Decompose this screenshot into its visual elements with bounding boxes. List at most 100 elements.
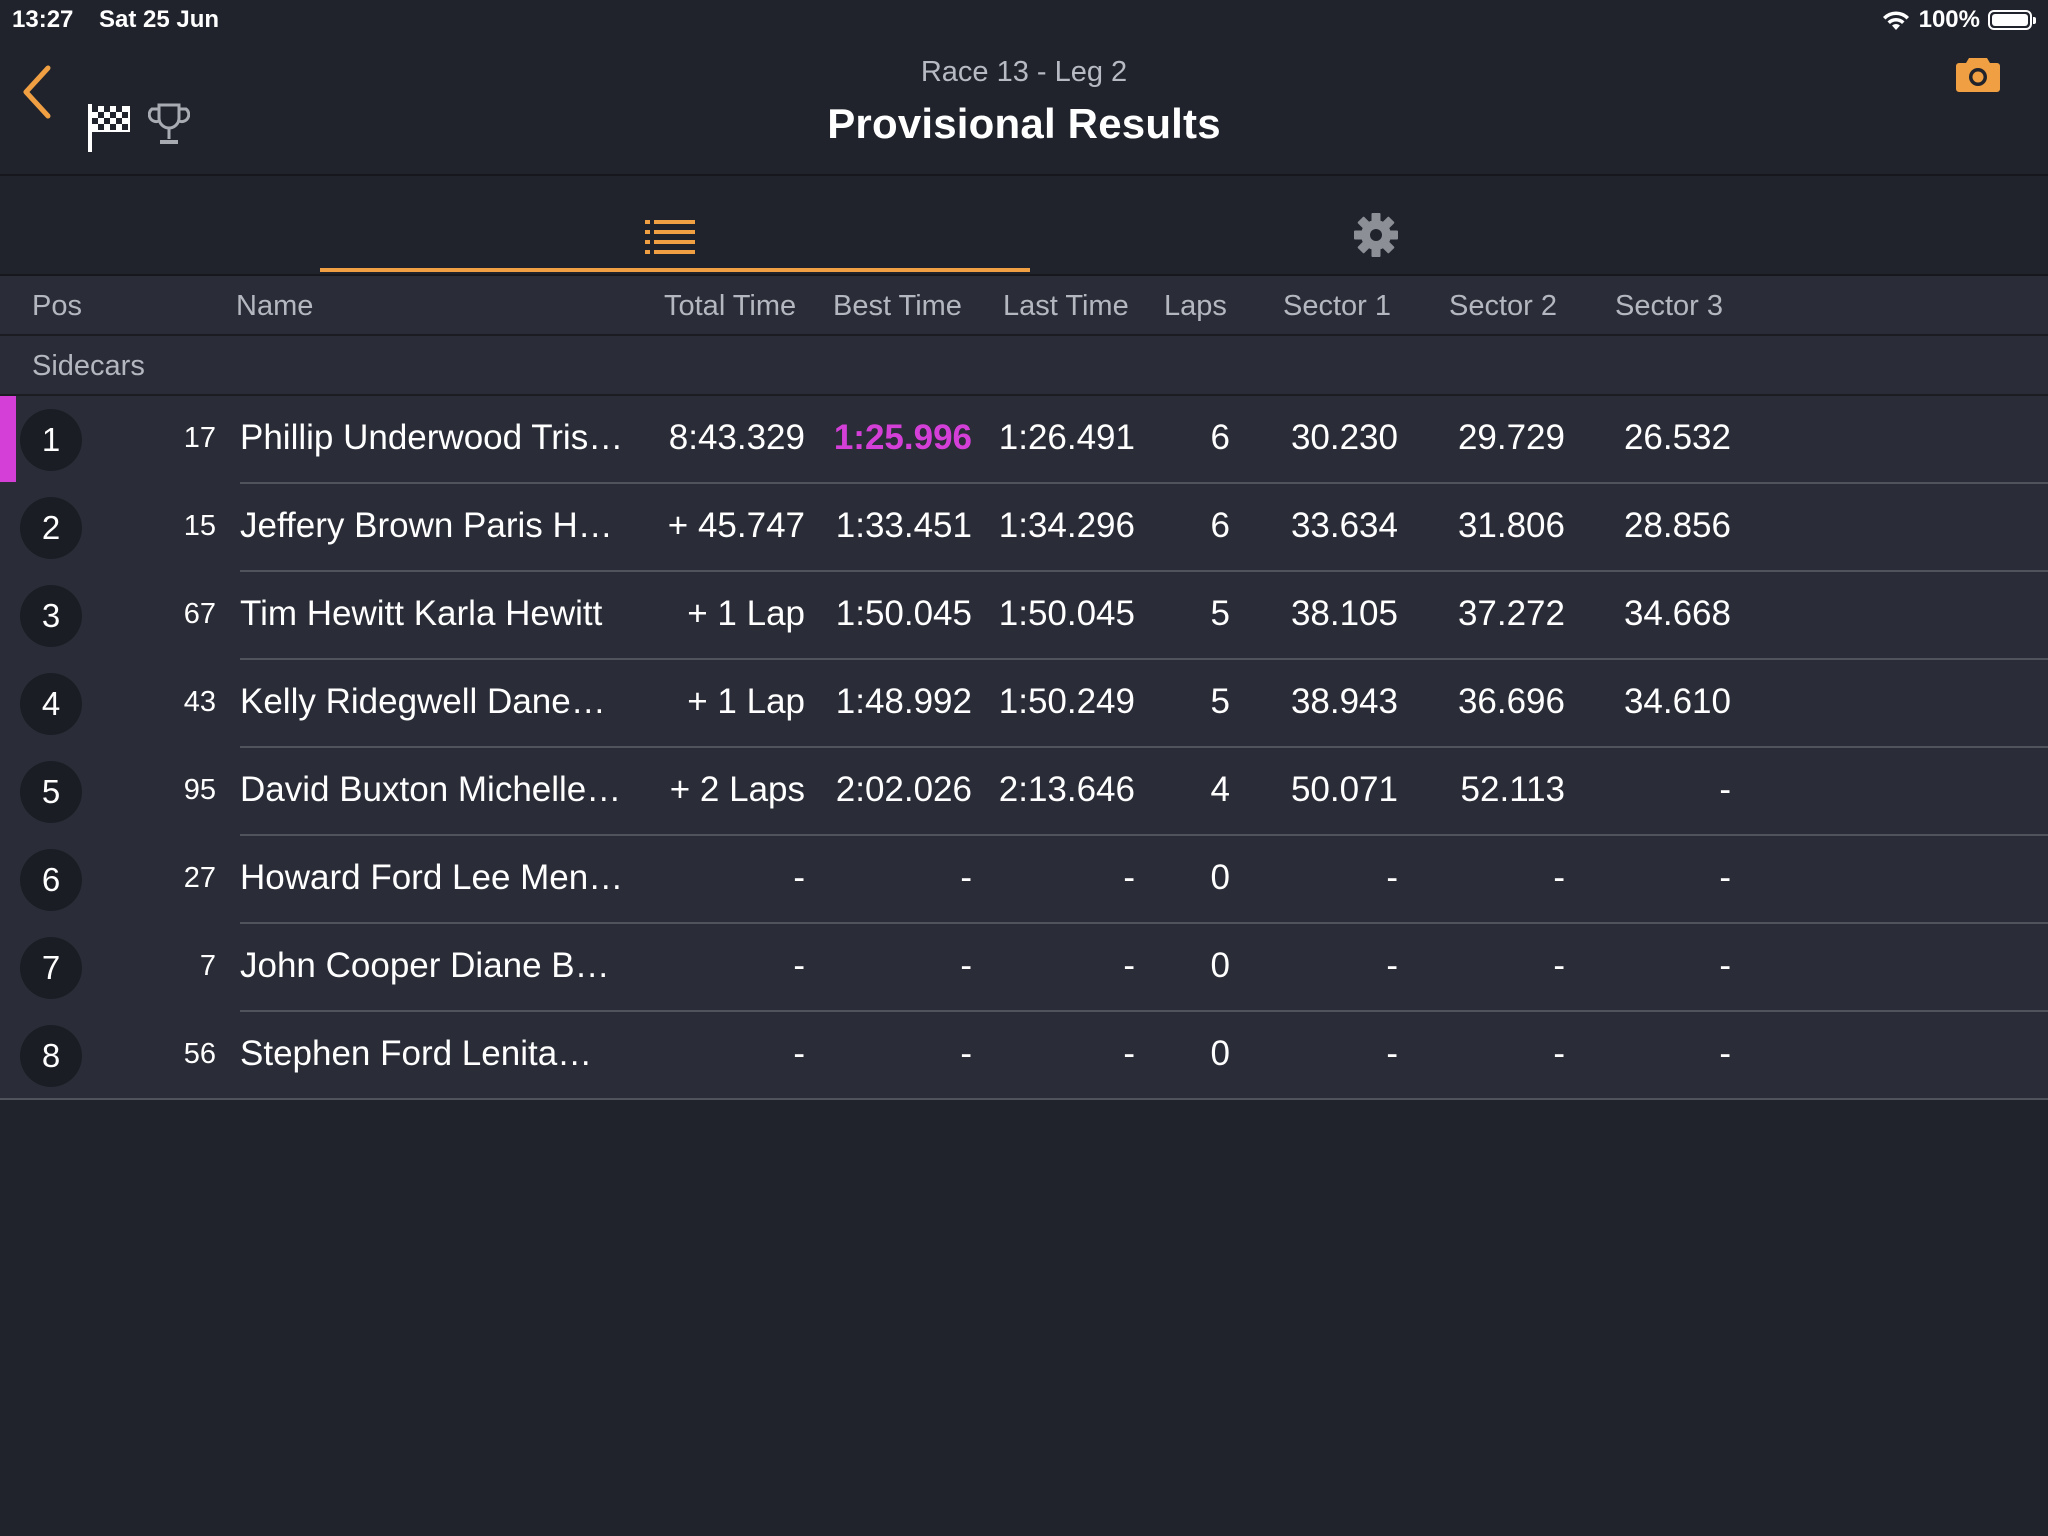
- competitor-name: Phillip Underwood Tris…: [240, 418, 624, 457]
- result-row[interactable]: 3 67 Tim Hewitt Karla Hewitt + 1 Lap 1:5…: [0, 572, 2048, 660]
- position-badge: 6: [20, 849, 82, 911]
- column-laps[interactable]: Laps: [1164, 290, 1227, 322]
- competitor-name: Jeffery Brown Paris H…: [240, 506, 613, 545]
- tab-settings[interactable]: [1023, 176, 1733, 274]
- sector-1: 38.105: [1290, 594, 1398, 633]
- column-last-time[interactable]: Last Time: [1003, 290, 1129, 322]
- competitor-name: Howard Ford Lee Men…: [240, 858, 624, 897]
- result-row[interactable]: 6 27 Howard Ford Lee Men… - - - 0 - - -: [0, 836, 2048, 924]
- checkered-flag-icon[interactable]: [86, 102, 132, 154]
- result-row[interactable]: 8 56 Stephen Ford Lenita… - - - 0 - - -: [0, 1012, 2048, 1100]
- competitor-number: 95: [183, 774, 216, 806]
- last-time: -: [1123, 946, 1135, 985]
- sector-1: -: [1386, 1034, 1398, 1073]
- sector-2: 52.113: [1460, 770, 1565, 809]
- row-divider: [240, 1010, 2048, 1012]
- total-time: 8:43.329: [668, 418, 805, 457]
- competitor-number: 27: [183, 862, 216, 894]
- result-row[interactable]: 1 17 Phillip Underwood Tris… 8:43.329 1:…: [0, 396, 2048, 484]
- result-row[interactable]: 2 15 Jeffery Brown Paris H… + 45.747 1:3…: [0, 484, 2048, 572]
- laps: 4: [1210, 770, 1230, 809]
- sector-3: 34.668: [1623, 594, 1731, 633]
- sector-3: -: [1719, 1034, 1731, 1073]
- gear-icon: [1354, 213, 1398, 257]
- result-row[interactable]: 4 43 Kelly Ridegwell Dane… + 1 Lap 1:48.…: [0, 660, 2048, 748]
- laps: 5: [1210, 594, 1230, 633]
- position-badge: 4: [20, 673, 82, 735]
- last-time: 1:26.491: [998, 418, 1135, 457]
- tab-bar: [0, 176, 2048, 276]
- last-time: 1:50.249: [998, 682, 1135, 721]
- sector-2: -: [1553, 858, 1565, 897]
- back-button[interactable]: [20, 62, 56, 122]
- sector-3: -: [1719, 946, 1731, 985]
- laps: 5: [1210, 682, 1230, 721]
- total-time: -: [793, 946, 805, 985]
- result-row[interactable]: 5 95 David Buxton Michelle… + 2 Laps 2:0…: [0, 748, 2048, 836]
- position-badge: 8: [20, 1025, 82, 1087]
- sector-2: -: [1553, 1034, 1565, 1073]
- competitor-number: 56: [183, 1038, 216, 1070]
- battery-percentage: 100%: [1918, 6, 1980, 33]
- laps: 6: [1210, 506, 1230, 545]
- class-group-header: Sidecars: [0, 336, 2048, 396]
- position-badge: 1: [20, 409, 82, 471]
- last-time: 2:13.646: [998, 770, 1135, 809]
- best-time: 1:48.992: [835, 682, 972, 721]
- list-icon: [645, 220, 695, 254]
- battery-icon: [1988, 10, 2036, 30]
- competitor-name: John Cooper Diane B…: [240, 946, 610, 985]
- competitor-number: 43: [183, 686, 216, 718]
- laps: 6: [1210, 418, 1230, 457]
- result-row[interactable]: 7 7 John Cooper Diane B… - - - 0 - - -: [0, 924, 2048, 1012]
- total-time: -: [793, 858, 805, 897]
- competitor-name: Tim Hewitt Karla Hewitt: [240, 594, 603, 633]
- status-date: Sat 25 Jun: [99, 6, 220, 33]
- laps: 0: [1210, 946, 1230, 985]
- tab-results-list[interactable]: [320, 176, 1030, 274]
- column-header-row: Pos Name Total Time Best Time Last Time …: [0, 276, 2048, 336]
- column-sector-3[interactable]: Sector 3: [1615, 290, 1723, 322]
- sector-1: 33.634: [1290, 506, 1398, 545]
- page-title: Provisional Results: [827, 100, 1221, 147]
- row-divider: [240, 746, 2048, 748]
- position-badge: 2: [20, 497, 82, 559]
- column-best-time[interactable]: Best Time: [833, 290, 962, 322]
- total-time: + 45.747: [667, 506, 805, 545]
- status-time: 13:27: [12, 6, 74, 33]
- competitor-number: 67: [183, 598, 216, 630]
- sector-3: -: [1719, 858, 1731, 897]
- column-sector-1[interactable]: Sector 1: [1283, 290, 1391, 322]
- column-total-time[interactable]: Total Time: [664, 290, 797, 322]
- best-time: 1:25.996: [833, 418, 972, 457]
- laps: 0: [1210, 1034, 1230, 1073]
- best-time: -: [960, 1034, 972, 1073]
- row-divider: [240, 482, 2048, 484]
- navigation-bar: Race 13 - Leg 2 Provisional Results: [0, 40, 2048, 176]
- last-time: 1:50.045: [998, 594, 1135, 633]
- competitor-number: 15: [183, 510, 216, 542]
- class-group-label: Sidecars: [32, 350, 145, 382]
- sector-3: 34.610: [1623, 682, 1731, 721]
- competitor-name: Stephen Ford Lenita…: [240, 1034, 593, 1073]
- best-time: 1:50.045: [835, 594, 972, 633]
- sector-2: 37.272: [1457, 594, 1565, 633]
- total-time: -: [793, 1034, 805, 1073]
- wifi-icon: [1882, 11, 1909, 30]
- position-badge: 3: [20, 585, 82, 647]
- column-name[interactable]: Name: [236, 290, 314, 322]
- last-time: 1:34.296: [998, 506, 1135, 545]
- sector-3: -: [1719, 770, 1731, 809]
- row-divider: [240, 658, 2048, 660]
- camera-icon: [1956, 58, 2000, 92]
- best-lap-marker: [0, 396, 16, 482]
- competitor-name: Kelly Ridegwell Dane…: [240, 682, 606, 721]
- total-time: + 1 Lap: [687, 682, 805, 721]
- column-sector-2[interactable]: Sector 2: [1449, 290, 1557, 322]
- column-pos[interactable]: Pos: [32, 290, 82, 322]
- trophy-icon[interactable]: [147, 102, 191, 148]
- total-time: + 1 Lap: [687, 594, 805, 633]
- camera-button[interactable]: [1955, 54, 2001, 94]
- sector-2: 29.729: [1457, 418, 1565, 457]
- competitor-number: 17: [183, 422, 216, 454]
